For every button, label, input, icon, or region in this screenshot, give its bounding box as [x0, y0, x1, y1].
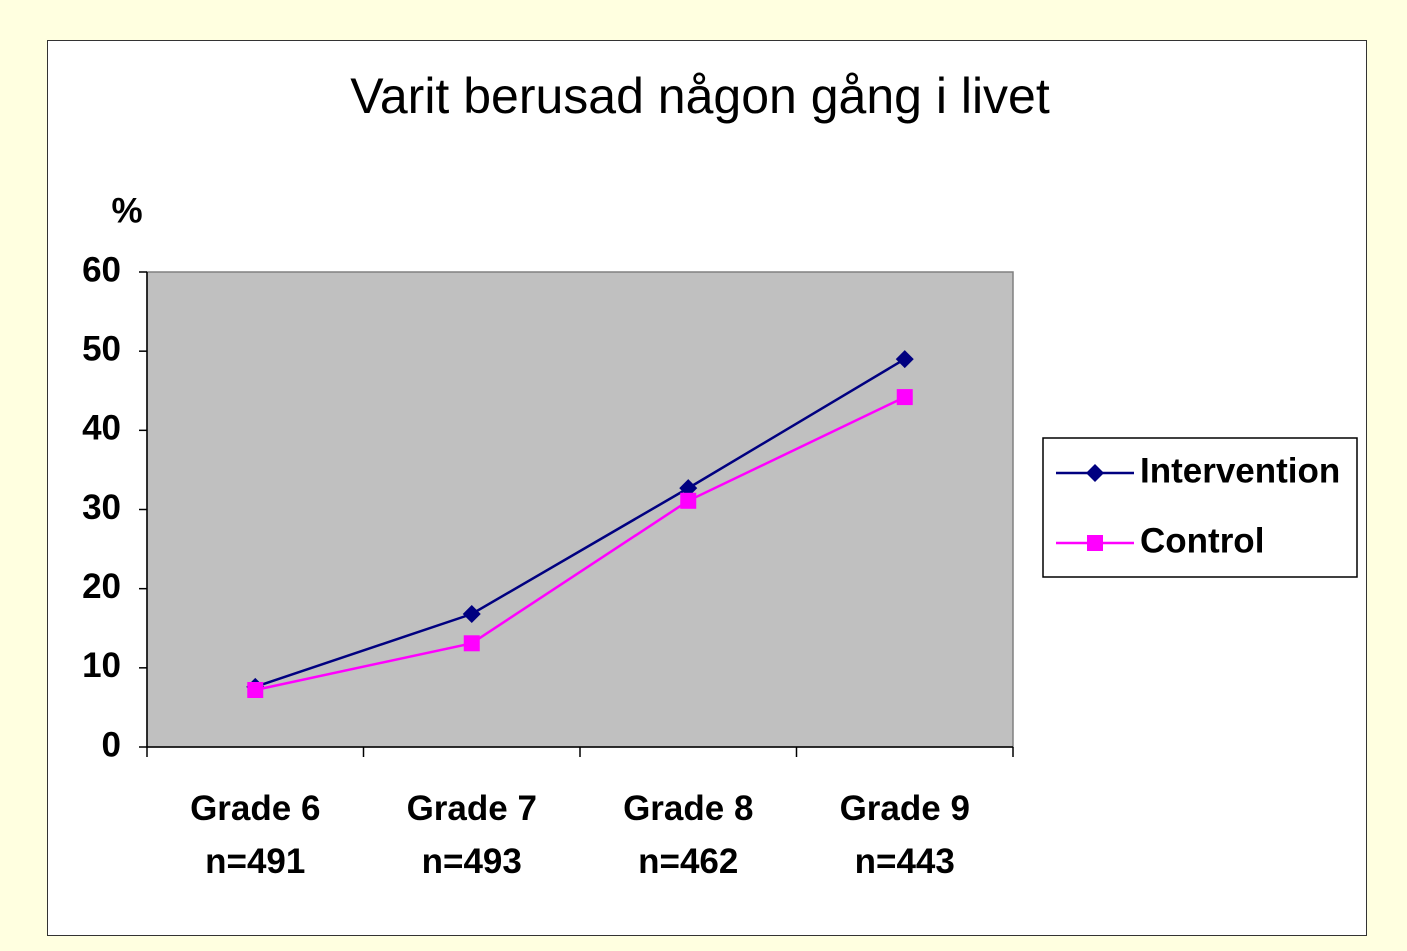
- data-point: [895, 350, 914, 369]
- legend-marker: [1087, 535, 1103, 551]
- data-point: [462, 605, 481, 623]
- data-point: [247, 682, 264, 698]
- x-tick-label: Grade 6 n=491: [190, 789, 321, 881]
- series-line: [254, 358, 906, 689]
- y-tick-label: 50: [82, 329, 121, 368]
- x-tick-label: Grade 7 n=493: [406, 789, 537, 881]
- legend-box: [1042, 437, 1358, 578]
- legend-label: Intervention: [1140, 451, 1340, 490]
- data-point: [896, 389, 913, 406]
- plot-area: [146, 271, 1014, 748]
- x-tick-label: Grade 9 n=443: [839, 789, 970, 881]
- data-point: [679, 479, 698, 498]
- data-point: [463, 635, 480, 652]
- data-point: [680, 492, 697, 509]
- y-tick-label: 20: [82, 567, 121, 606]
- x-tick-label: Grade 8 n=462: [623, 789, 754, 881]
- y-axis-label: %: [111, 191, 142, 230]
- y-tick-label: 60: [82, 250, 121, 289]
- legend-label: Control: [1140, 521, 1264, 560]
- y-tick-label: 40: [82, 409, 121, 448]
- legend-marker: [1086, 464, 1104, 482]
- series-line: [254, 395, 906, 692]
- y-tick-label: 10: [82, 646, 121, 685]
- y-tick-label: 0: [102, 725, 121, 764]
- y-tick-label: 30: [82, 488, 121, 527]
- chart-title: Varit berusad någon gång i livet: [350, 68, 1050, 124]
